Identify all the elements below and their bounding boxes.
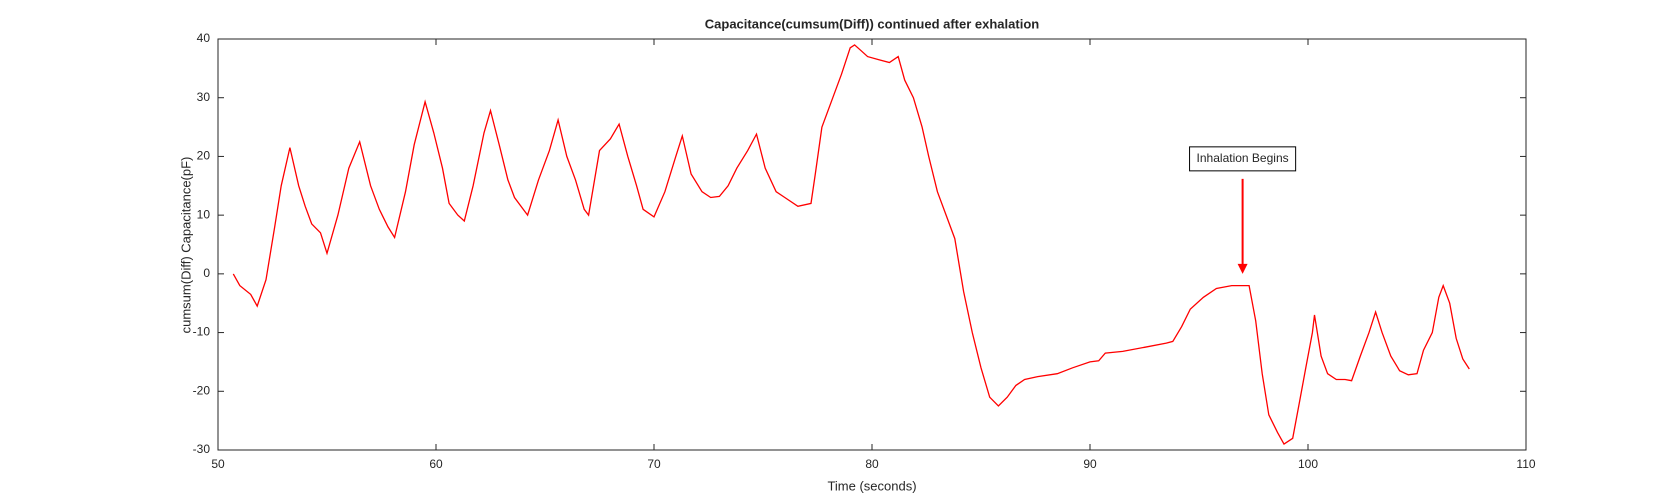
x-axis-label: Time (seconds) — [827, 478, 916, 493]
x-tick-label: 80 — [865, 457, 879, 471]
x-tick-label: 110 — [1516, 457, 1535, 471]
y-tick-label: 30 — [197, 90, 211, 104]
x-tick-label: 70 — [647, 457, 661, 471]
chart-title: Capacitance(cumsum(Diff)) continued afte… — [705, 16, 1039, 31]
plot-frame — [217, 38, 1527, 451]
y-tick-label: 10 — [197, 207, 211, 221]
y-tick-label: 20 — [197, 149, 211, 163]
x-tick-label: 50 — [211, 457, 225, 471]
y-tick-label: -30 — [193, 442, 211, 456]
y-axis-label: cumsum(Diff) Capacitance(pF) — [178, 157, 193, 334]
x-tick-label: 100 — [1298, 457, 1318, 471]
annotation-arrowhead — [1237, 263, 1248, 274]
data-line — [232, 44, 1470, 446]
y-tick-label: -10 — [193, 325, 211, 339]
annotation-text: Inhalation Begins — [1197, 151, 1289, 165]
y-tick-label: -20 — [193, 383, 211, 397]
y-tick-label: 40 — [197, 31, 211, 45]
y-tick-label: 0 — [203, 266, 210, 280]
x-tick-label: 60 — [429, 457, 443, 471]
annotation-box — [1189, 146, 1297, 172]
x-tick-label: 90 — [1083, 457, 1097, 471]
